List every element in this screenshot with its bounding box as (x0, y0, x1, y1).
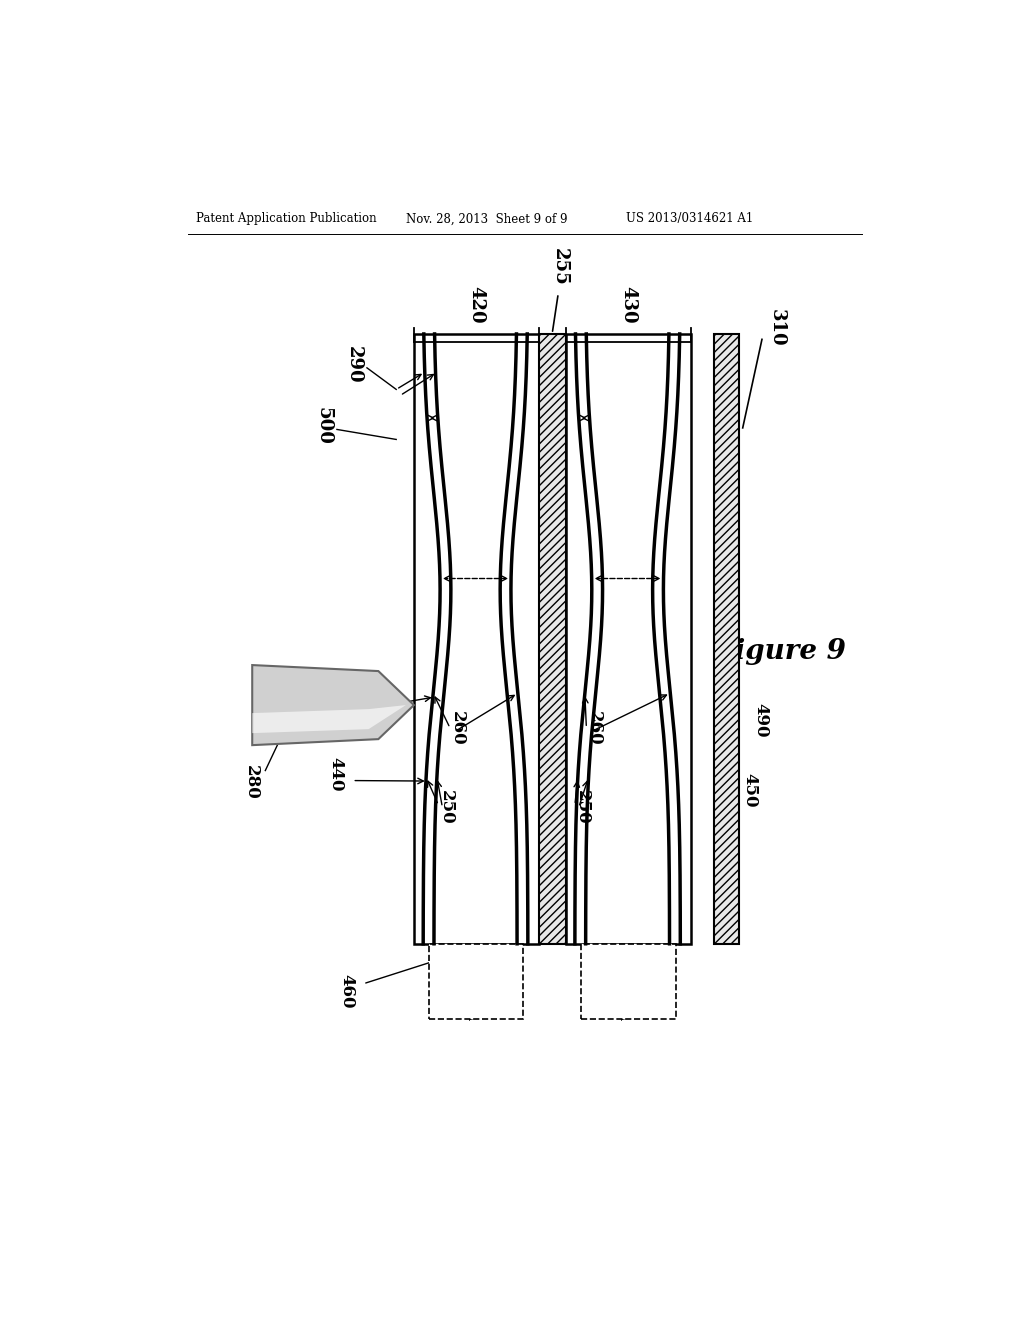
Polygon shape (252, 705, 406, 733)
Text: 250: 250 (438, 789, 455, 825)
Text: 490: 490 (753, 704, 770, 738)
Text: 420: 420 (467, 286, 485, 323)
Text: Patent Application Publication: Patent Application Publication (196, 213, 377, 226)
Text: 250: 250 (574, 789, 591, 825)
Bar (429, 944, 523, 1019)
Bar (539, 334, 565, 944)
Text: US 2013/0314621 A1: US 2013/0314621 A1 (627, 213, 754, 226)
Bar (714, 334, 739, 944)
Text: Write Circuit: Write Circuit (470, 942, 482, 1020)
Bar (565, 334, 691, 944)
Text: 260: 260 (449, 711, 466, 746)
Text: 500: 500 (314, 408, 333, 445)
Text: 255: 255 (551, 248, 569, 285)
Text: Nov. 28, 2013  Sheet 9 of 9: Nov. 28, 2013 Sheet 9 of 9 (407, 213, 567, 226)
Text: 440: 440 (328, 758, 345, 792)
Text: 450: 450 (741, 772, 758, 807)
Text: 290: 290 (345, 346, 364, 384)
Text: Figure 9: Figure 9 (716, 638, 847, 665)
Text: Write Circuit: Write Circuit (622, 942, 635, 1020)
Text: 260: 260 (586, 711, 602, 746)
Bar (581, 944, 676, 1019)
Text: 460: 460 (338, 974, 355, 1008)
Text: 470: 470 (622, 974, 639, 1008)
Bar (414, 334, 539, 944)
Text: 280: 280 (243, 764, 260, 800)
Text: 480: 480 (341, 688, 357, 722)
Text: 430: 430 (620, 286, 637, 323)
Text: 310: 310 (768, 309, 786, 347)
Polygon shape (252, 665, 414, 744)
